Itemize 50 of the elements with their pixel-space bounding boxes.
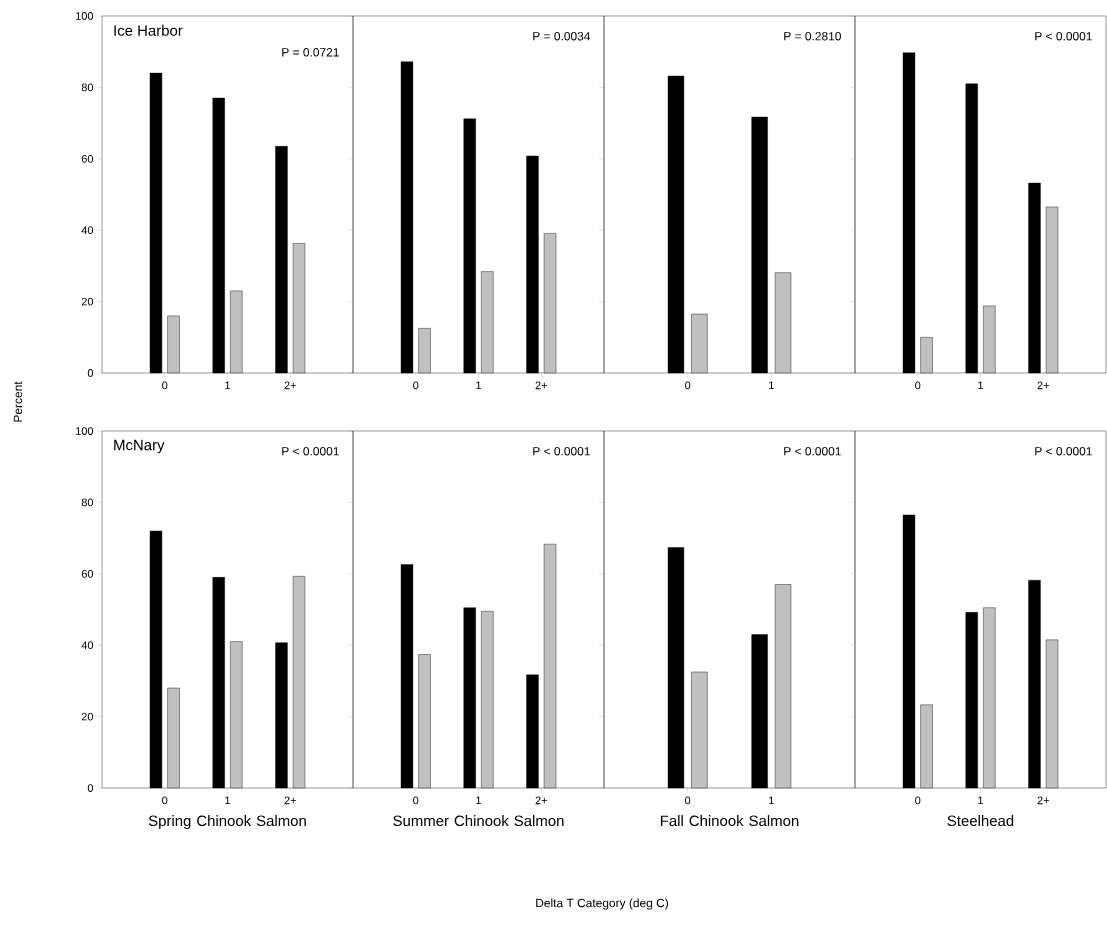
- text: Percent: [13, 381, 23, 422]
- x-tick-label: 0: [162, 381, 168, 390]
- x-tick-label: 1: [225, 796, 231, 805]
- annotation: P = 0.0721: [282, 48, 339, 57]
- y-tick-label: 20: [81, 297, 94, 306]
- y-tick-label: 80: [81, 83, 94, 92]
- x-tick-label: 0: [413, 381, 419, 390]
- x-tick-label: 1: [769, 381, 774, 390]
- annotation: McNary: [114, 439, 165, 454]
- x-tick-label: 2+: [1037, 796, 1049, 805]
- text: Delta T Category (deg C): [536, 898, 669, 910]
- x-tick-label: 1: [978, 381, 984, 390]
- annotation: P < 0.0001: [784, 447, 841, 456]
- y-tick-label: 40: [81, 641, 94, 650]
- x-tick-label: 0: [162, 796, 168, 805]
- x-tick-label: 1: [225, 381, 231, 390]
- x-tick-label: 2+: [535, 381, 547, 390]
- y-tick-label: 80: [81, 498, 94, 507]
- x-tick-label: 2+: [535, 796, 547, 805]
- x-tick-label: 2+: [1037, 381, 1049, 390]
- x-tick-label: 0: [915, 796, 921, 805]
- x-tick-label: 2+: [284, 381, 296, 390]
- annotation: P < 0.0001: [282, 447, 339, 456]
- x-tick-label: 0: [685, 381, 691, 390]
- x-tick-label: 1: [476, 381, 482, 390]
- annotation: P < 0.0001: [533, 447, 590, 456]
- x-tick-label: 0: [685, 796, 691, 805]
- x-tick-label: 1: [978, 796, 984, 805]
- y-tick-label: 60: [81, 154, 94, 163]
- x-axis-title: Summer Chinook Salmon: [393, 815, 564, 827]
- x-tick-label: 0: [413, 796, 419, 805]
- y-tick-label: 20: [81, 712, 94, 721]
- x-axis-title: Steelhead: [947, 815, 1014, 827]
- x-tick-label: 2+: [284, 796, 296, 805]
- annotation: P = 0.0034: [533, 32, 591, 41]
- y-tick-label: 100: [76, 12, 94, 20]
- y-tick-label: 100: [76, 427, 94, 435]
- y-tick-label: 40: [81, 226, 94, 235]
- x-axis-title: Fall Chinook Salmon: [660, 815, 799, 827]
- annotation: Ice Harbor: [114, 24, 183, 36]
- x-tick-label: 0: [915, 381, 921, 390]
- annotation: P = 0.2810: [784, 32, 841, 41]
- x-tick-label: 1: [476, 796, 482, 805]
- y-tick-label: 0: [87, 784, 94, 792]
- y-tick-label: 60: [81, 569, 94, 578]
- annotation: P < 0.0001: [1035, 32, 1092, 41]
- x-tick-label: 1: [769, 796, 774, 805]
- y-tick-label: 0: [87, 369, 94, 377]
- x-axis-title: Spring Chinook Salmon: [148, 815, 306, 830]
- annotation: P < 0.0001: [1035, 447, 1092, 456]
